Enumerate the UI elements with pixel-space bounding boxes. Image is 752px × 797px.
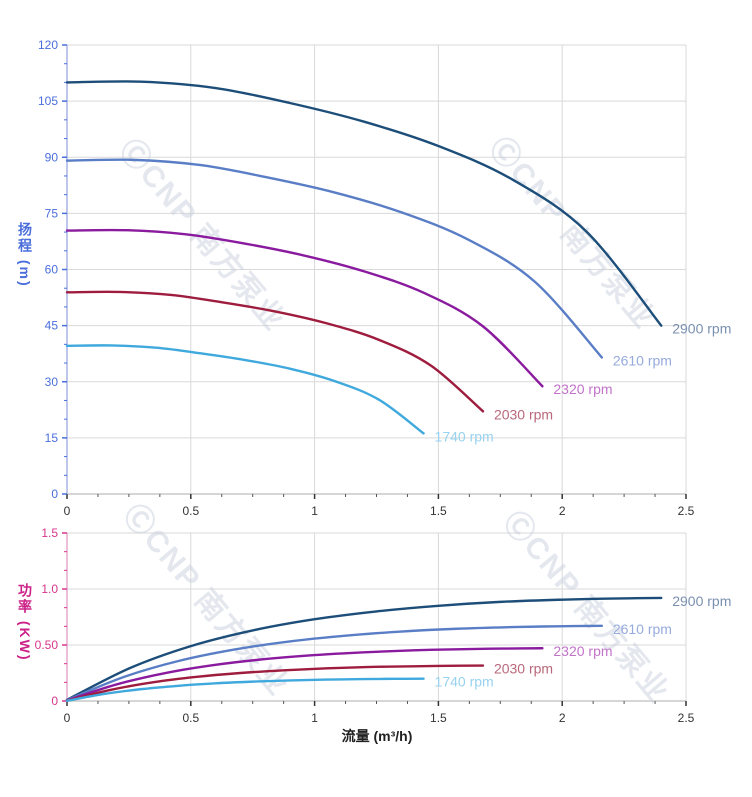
curve-label-2900-rpm: 2900 rpm <box>672 593 731 609</box>
x-tick-label: 1 <box>311 711 318 725</box>
y-tick-label: 1.5 <box>41 526 58 540</box>
cnp-watermark: ⒸCNP 南方泵业 <box>113 133 293 338</box>
curve-label-2030-rpm: 2030 rpm <box>494 406 553 422</box>
y-tick-label: 15 <box>45 431 59 445</box>
x-axis-title: 流量 (m³/h) <box>341 728 413 744</box>
y-tick-label: 0.50 <box>35 638 59 652</box>
y-tick-label: 0 <box>51 694 58 708</box>
y-tick-label: 75 <box>45 206 59 220</box>
curve-2900-rpm <box>65 80 663 327</box>
power-y-axis-title: 功率 (KW) <box>17 583 33 662</box>
x-tick-label: 2.5 <box>678 711 695 725</box>
x-tick-label: 2 <box>559 711 566 725</box>
curve-label-2030-rpm: 2030 rpm <box>494 661 553 677</box>
curve-2030-rpm <box>65 290 485 413</box>
power-chart: 0 0.5 1 1.5 2 2.500.501.01.5 ⒸCNP 南方泵业 ⒸCNP 南方泵… <box>35 498 732 725</box>
x-tick-label: 0.5 <box>182 504 199 518</box>
curve-1740-rpm <box>65 344 425 435</box>
curve-2320-rpm <box>65 228 544 388</box>
x-tick-label: 1.5 <box>430 504 447 518</box>
y-tick-label: 0 <box>51 487 58 501</box>
cnp-watermark: ⒸCNP 南方泵业 <box>497 505 677 710</box>
x-tick-label: 2 <box>559 504 566 518</box>
curve-label-2610-rpm: 2610 rpm <box>613 352 672 368</box>
y-tick-label: 60 <box>45 263 59 277</box>
head-chart: 0 0.5 1 1.5 2 2.5 0 15 30 45 60 75 90 105 120 ⒸCNP 南方泵业… <box>38 38 731 518</box>
curve-label-2320-rpm: 2320 rpm <box>553 381 612 397</box>
x-tick-label: 0 <box>64 504 71 518</box>
x-tick-label: 1 <box>311 504 318 518</box>
cnp-watermark: ⒸCNP 南方泵业 <box>483 131 663 336</box>
curve-label-2900-rpm: 2900 rpm <box>672 321 731 337</box>
y-tick-label: 120 <box>38 38 58 52</box>
curve-label-1740-rpm: 1740 rpm <box>435 428 494 444</box>
y-tick-label: 45 <box>45 319 59 333</box>
y-tick-label: 90 <box>45 150 59 164</box>
curve-label-2610-rpm: 2610 rpm <box>613 621 672 637</box>
curve-label-2320-rpm: 2320 rpm <box>553 643 612 659</box>
curve-2030-rpm <box>65 664 485 702</box>
y-tick-label: 105 <box>38 94 58 108</box>
curve-label-1740-rpm: 1740 rpm <box>435 674 494 690</box>
curve-2900-rpm <box>65 596 663 702</box>
x-tick-label: 0 <box>64 711 71 725</box>
curve-2320-rpm <box>65 647 544 702</box>
curve-2610-rpm <box>65 158 604 359</box>
y-tick-label: 30 <box>45 375 59 389</box>
curve-1740-rpm <box>65 677 425 702</box>
head-y-axis-title: 扬程 (m) <box>17 222 33 288</box>
curve-2610-rpm <box>65 624 604 702</box>
y-tick-label: 1.0 <box>41 582 58 596</box>
x-tick-label: 2.5 <box>678 504 695 518</box>
x-tick-label: 1.5 <box>430 711 447 725</box>
x-tick-label: 0.5 <box>182 711 199 725</box>
